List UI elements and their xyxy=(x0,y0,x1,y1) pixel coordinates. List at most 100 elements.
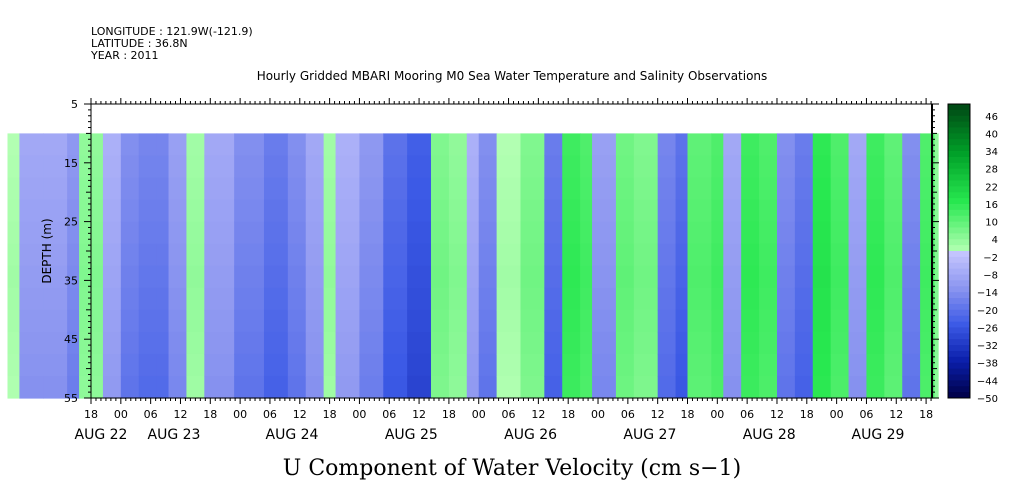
heatmap-cell xyxy=(156,287,170,311)
colorbar-label: 34 xyxy=(985,147,998,158)
heatmap-cell xyxy=(776,177,796,201)
heatmap-cell xyxy=(7,133,21,157)
heatmap-cell xyxy=(102,353,122,377)
heatmap-cell xyxy=(466,221,480,245)
heatmap-cell xyxy=(67,331,80,355)
heatmap-cell xyxy=(7,375,21,399)
heatmap-cell xyxy=(562,199,581,223)
heatmap-cell xyxy=(759,177,778,201)
heatmap-cell xyxy=(43,243,68,267)
heatmap-cell xyxy=(496,265,522,289)
heatmap-cell xyxy=(496,331,522,355)
heatmap-cell xyxy=(156,199,170,223)
heatmap-cell xyxy=(431,331,450,355)
heatmap-cell xyxy=(723,353,742,377)
heatmap-cell xyxy=(776,133,796,157)
heatmap-cell xyxy=(884,199,903,223)
heatmap-cell xyxy=(305,243,325,267)
heatmap-cell xyxy=(592,331,617,355)
heatmap-cell xyxy=(776,309,796,333)
heatmap-cell xyxy=(335,353,361,377)
heatmap-cell xyxy=(723,287,742,311)
heatmap-cell xyxy=(407,309,432,333)
heatmap-cell xyxy=(902,309,921,333)
heatmap-cell xyxy=(592,353,617,377)
heatmap-cell xyxy=(323,265,337,289)
heatmap-cell xyxy=(323,177,337,201)
heatmap-cell xyxy=(19,309,44,333)
heatmap-cell xyxy=(359,375,384,399)
heatmap-cell xyxy=(466,155,480,179)
heatmap-cell xyxy=(305,177,325,201)
heatmap-cell xyxy=(478,353,498,377)
heatmap-cell xyxy=(520,331,545,355)
heatmap-cell xyxy=(759,155,778,179)
heatmap-cell xyxy=(305,309,325,333)
x-hour-label: 18 xyxy=(442,408,456,421)
heatmap-cell xyxy=(902,375,921,399)
heatmap-cell xyxy=(19,265,44,289)
heatmap-cell xyxy=(204,265,235,289)
heatmap-cell xyxy=(204,243,235,267)
heatmap-cell xyxy=(186,353,205,377)
heatmap-cell xyxy=(830,155,850,179)
heatmap-cell xyxy=(615,309,635,333)
heatmap-cell xyxy=(323,353,337,377)
year-text: YEAR : 2011 xyxy=(90,49,159,62)
heatmap-cell xyxy=(138,353,158,377)
x-date-labels: AUG 22 AUG 23 AUG 24 AUG 25 AUG 26 AUG 27 AUG … xyxy=(75,427,905,443)
heatmap-cell xyxy=(102,287,122,311)
heatmap-cell xyxy=(67,133,80,157)
x-date-label: AUG 29 xyxy=(852,427,905,443)
heatmap-cell xyxy=(359,243,384,267)
heatmap-cell xyxy=(156,133,170,157)
colorbar-swatch xyxy=(948,245,970,252)
heatmap-cell xyxy=(902,243,921,267)
colorbar-label: 22 xyxy=(985,182,998,193)
heatmap-cell xyxy=(687,133,712,157)
heatmap-cell xyxy=(359,199,384,223)
heatmap-cell xyxy=(448,221,468,245)
heatmap-cell xyxy=(776,243,796,267)
colorbar-swatch xyxy=(948,298,970,305)
heatmap-cell xyxy=(466,265,480,289)
heatmap-cell xyxy=(657,199,677,223)
heatmap-cell xyxy=(496,155,522,179)
heatmap-cell xyxy=(592,375,617,399)
heatmap-cell xyxy=(633,309,659,333)
heatmap-cell xyxy=(615,177,635,201)
heatmap-cell xyxy=(633,243,659,267)
heatmap-cell xyxy=(323,331,337,355)
heatmap-cell xyxy=(866,309,885,333)
colorbar-label: 4 xyxy=(992,235,998,246)
heatmap-cell xyxy=(544,243,563,267)
heatmap-cell xyxy=(448,375,468,399)
heatmap-cell xyxy=(359,309,384,333)
colorbar-swatch xyxy=(948,192,970,199)
colorbar-swatch xyxy=(948,268,970,275)
heatmap-cell xyxy=(102,331,122,355)
heatmap-cell xyxy=(615,353,635,377)
heatmap-cell xyxy=(723,265,742,289)
heatmap-cell xyxy=(687,221,712,245)
heatmap-cell xyxy=(407,221,432,245)
heatmap-cell xyxy=(335,265,361,289)
heatmap-cell xyxy=(287,309,307,333)
heatmap-cell xyxy=(287,353,307,377)
heatmap-cell xyxy=(723,133,742,157)
heatmap-cell xyxy=(520,199,545,223)
colorbar-swatch xyxy=(948,315,970,322)
y-tick-label: 5 xyxy=(71,98,78,111)
colorbar-swatch xyxy=(948,221,970,228)
heatmap-cell xyxy=(633,221,659,245)
heatmap-cell xyxy=(711,221,724,245)
heatmap-cell xyxy=(544,133,563,157)
colorbar-label: −8 xyxy=(983,271,998,282)
heatmap-cell xyxy=(902,177,921,201)
heatmap-cell xyxy=(234,177,265,201)
colorbar-swatch xyxy=(948,115,970,123)
heatmap-cell xyxy=(934,243,939,267)
heatmap-cell xyxy=(67,375,80,399)
heatmap-cell xyxy=(520,309,545,333)
